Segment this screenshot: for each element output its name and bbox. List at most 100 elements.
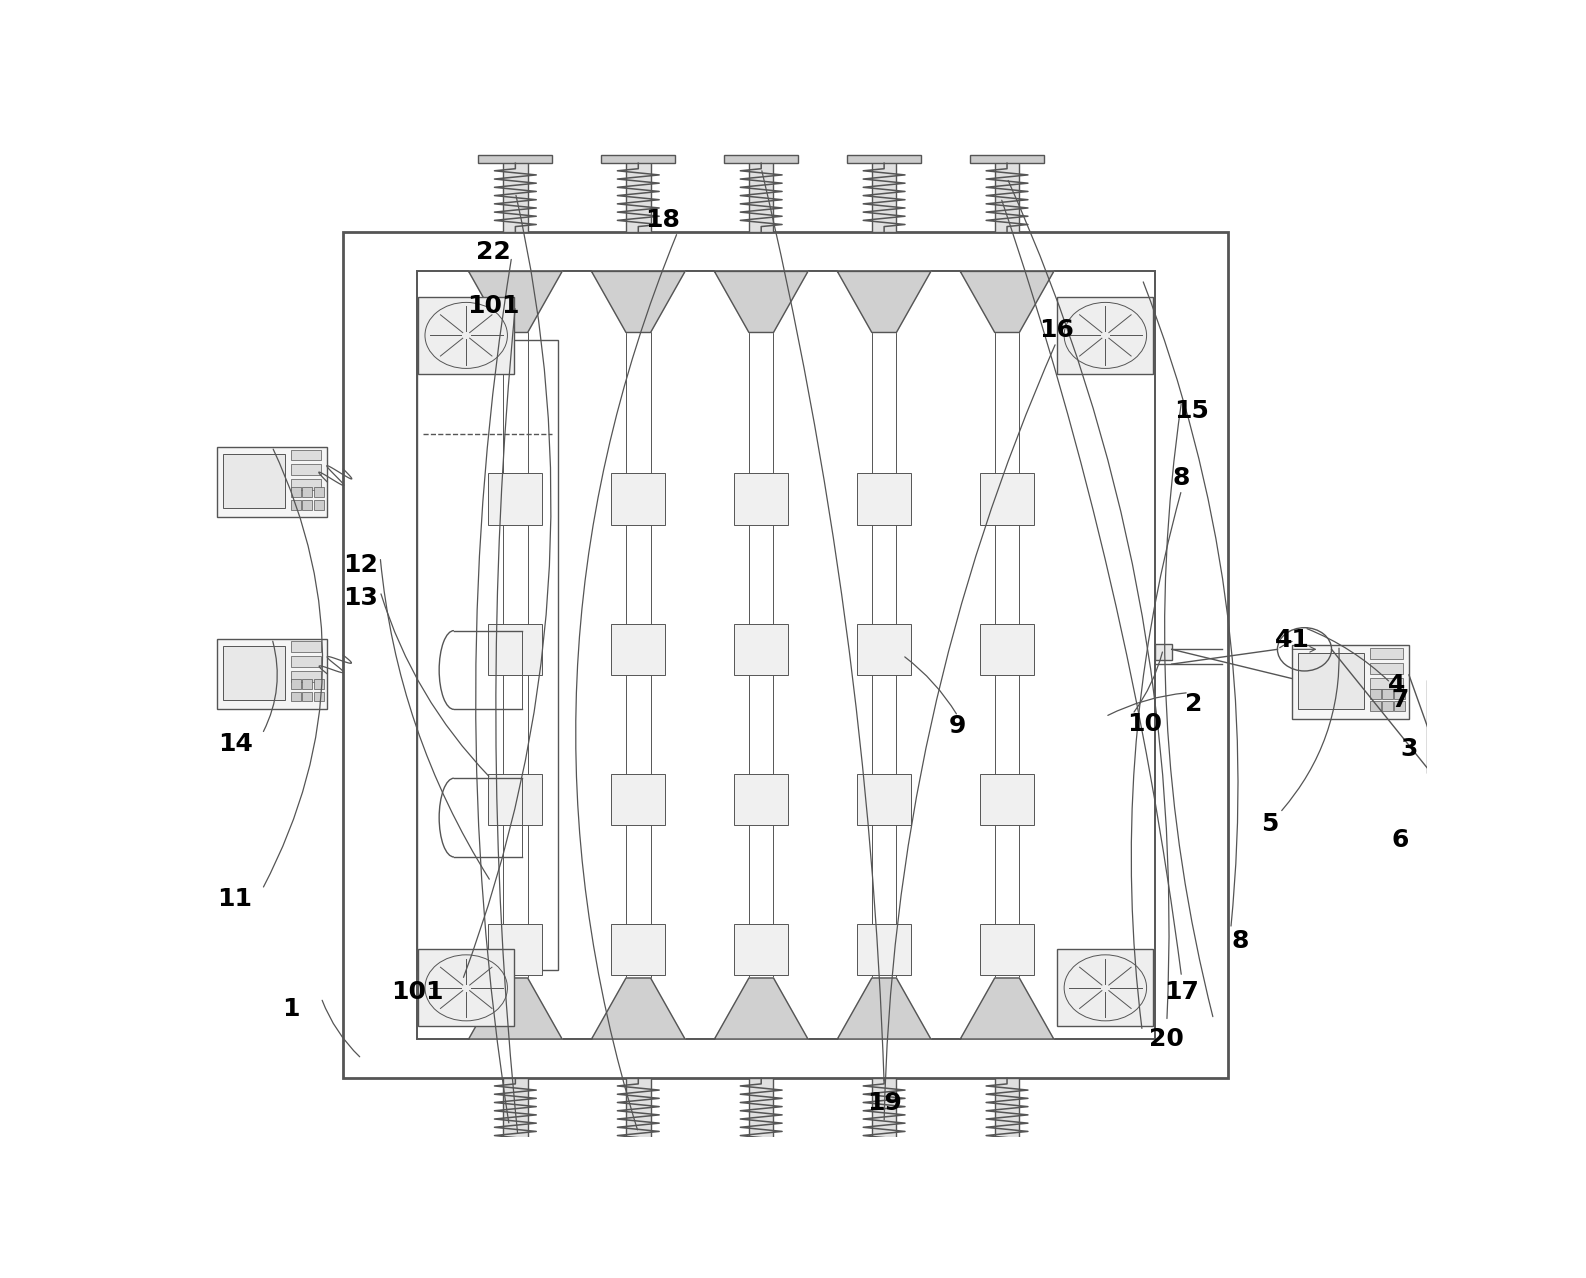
Bar	[847, 156, 921, 164]
Bar	[1394, 689, 1405, 699]
Text: 10: 10	[1128, 712, 1163, 736]
Bar	[314, 691, 324, 702]
Text: 4: 4	[1388, 672, 1405, 697]
Bar	[303, 487, 312, 497]
Bar	[611, 474, 666, 525]
Bar	[856, 474, 912, 525]
Bar	[217, 639, 327, 709]
Bar	[971, 1148, 1044, 1155]
Text: 11: 11	[217, 887, 252, 911]
Bar	[971, 156, 1044, 164]
Bar	[222, 647, 285, 699]
Bar	[488, 773, 542, 824]
Bar	[479, 156, 552, 164]
Bar	[611, 924, 666, 975]
Bar	[1299, 653, 1364, 709]
Bar	[488, 474, 542, 525]
Text: 41: 41	[1275, 629, 1310, 653]
Bar	[980, 624, 1034, 675]
Polygon shape	[961, 271, 1053, 332]
Text: 101: 101	[390, 980, 444, 1003]
Bar	[611, 624, 666, 675]
Bar	[1381, 702, 1393, 712]
Polygon shape	[469, 271, 561, 332]
Text: 7: 7	[1391, 688, 1408, 712]
Polygon shape	[592, 978, 685, 1039]
Bar	[503, 158, 528, 233]
Bar	[980, 773, 1034, 824]
Bar	[314, 679, 324, 689]
Bar	[734, 924, 788, 975]
Bar	[1155, 644, 1172, 661]
Text: 3: 3	[1400, 736, 1418, 760]
Text: 12: 12	[343, 552, 377, 576]
Bar	[872, 1079, 896, 1153]
Bar	[290, 642, 320, 652]
Bar	[1370, 689, 1381, 699]
Bar	[290, 656, 320, 667]
Text: 22: 22	[476, 240, 511, 263]
Bar	[626, 158, 650, 233]
Text: 8: 8	[1174, 466, 1190, 489]
Bar	[1370, 677, 1404, 689]
Bar	[303, 679, 312, 689]
Bar	[343, 233, 1228, 1079]
Bar	[734, 474, 788, 525]
Bar	[417, 271, 1155, 1039]
Bar	[1370, 648, 1404, 659]
Polygon shape	[714, 978, 807, 1039]
Bar	[488, 624, 542, 675]
Text: 6: 6	[1391, 828, 1408, 852]
Bar	[1293, 645, 1408, 720]
Bar	[749, 1079, 774, 1153]
Polygon shape	[714, 271, 807, 332]
Text: 15: 15	[1174, 399, 1209, 423]
Bar	[725, 1148, 798, 1155]
Bar	[479, 1148, 552, 1155]
Polygon shape	[837, 978, 931, 1039]
Bar	[290, 450, 320, 460]
Text: 2: 2	[1185, 693, 1202, 717]
Bar	[734, 624, 788, 675]
Bar	[488, 924, 542, 975]
Polygon shape	[837, 271, 931, 332]
Bar	[626, 1079, 650, 1153]
Bar	[419, 296, 514, 373]
Text: 20: 20	[1150, 1028, 1185, 1051]
Text: 17: 17	[1164, 980, 1199, 1003]
Text: 13: 13	[343, 587, 377, 610]
Bar	[1381, 689, 1393, 699]
Polygon shape	[961, 978, 1053, 1039]
Bar	[222, 455, 285, 507]
Bar	[1058, 296, 1153, 373]
Text: 5: 5	[1261, 813, 1278, 837]
Text: 14: 14	[217, 732, 252, 755]
Bar	[1427, 680, 1491, 773]
Bar	[847, 1148, 921, 1155]
Text: 19: 19	[866, 1091, 901, 1114]
Bar	[303, 500, 312, 510]
Bar	[856, 773, 912, 824]
Bar	[290, 671, 320, 681]
Bar	[872, 158, 896, 233]
Bar	[503, 1079, 528, 1153]
Polygon shape	[469, 978, 561, 1039]
Bar	[734, 773, 788, 824]
Bar	[314, 487, 324, 497]
Bar	[217, 446, 327, 518]
Bar	[290, 479, 320, 489]
Bar	[611, 773, 666, 824]
Bar	[994, 158, 1020, 233]
Bar	[290, 691, 301, 702]
Text: 16: 16	[1039, 318, 1074, 343]
Bar	[290, 487, 301, 497]
Bar	[601, 156, 676, 164]
Bar	[290, 500, 301, 510]
Bar	[1394, 702, 1405, 712]
Bar	[725, 156, 798, 164]
Bar	[417, 340, 558, 970]
Bar	[303, 691, 312, 702]
Text: 8: 8	[1232, 929, 1250, 952]
Bar	[290, 679, 301, 689]
Bar	[856, 924, 912, 975]
